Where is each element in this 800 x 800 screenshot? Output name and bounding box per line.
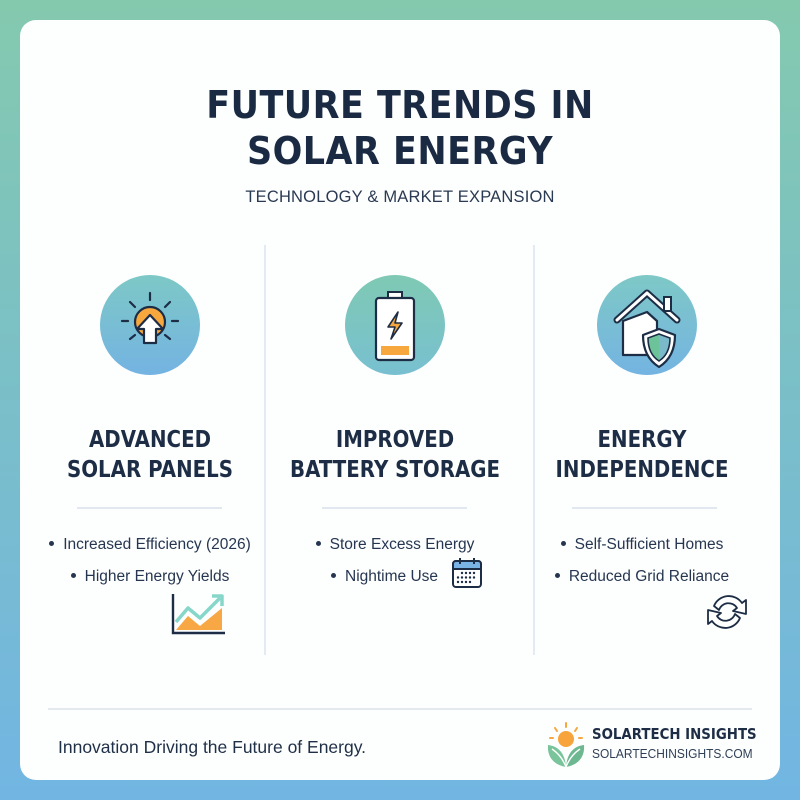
- bullet-text: Increased Efficiency (2026): [63, 536, 251, 553]
- trend-heading: ENERGY INDEPENDENCE: [535, 425, 750, 485]
- bullet-text: Higher Energy Yields: [84, 568, 230, 585]
- trend-bullet-list: Increased Efficiency (2026) Higher Energ…: [25, 529, 275, 593]
- bullet-item: Reduced Grid Reliance: [517, 561, 767, 593]
- trend-bullet-list: Store Excess Energy Nightime Use: [270, 529, 520, 593]
- bullet-item: Higher Energy Yields: [25, 561, 275, 593]
- brand-block: SOLARTECH INSIGHTS SOLARTECHINSIGHTS.COM: [544, 721, 774, 769]
- bullet-item: Nightime Use: [270, 561, 520, 593]
- battery-charging-icon: [345, 275, 445, 375]
- page-subtitle: TECHNOLOGY & MARKET EXPANSION: [245, 188, 555, 206]
- bullet-dot-icon: [554, 572, 560, 578]
- column-divider: [264, 245, 266, 655]
- bullet-item: Store Excess Energy: [270, 529, 520, 561]
- bullet-text: Nightime Use: [345, 568, 439, 585]
- heading-rule: [77, 507, 222, 509]
- brand-url[interactable]: SOLARTECHINSIGHTS.COM: [592, 746, 753, 761]
- trend-bullet-list: Self-Sufficient Homes Reduced Grid Relia…: [517, 529, 767, 593]
- title-line-2: SOLAR ENERGY: [246, 129, 554, 173]
- growth-chart-icon: [170, 590, 228, 636]
- heading-line-2: SOLAR PANELS: [66, 457, 234, 483]
- heading-rule: [572, 507, 717, 509]
- bullet-item: Increased Efficiency (2026): [25, 529, 275, 561]
- bullet-item: Self-Sufficient Homes: [517, 529, 767, 561]
- column-divider: [533, 245, 535, 655]
- brand-name: SOLARTECH INSIGHTS: [592, 725, 757, 743]
- house-shield-icon: [597, 275, 697, 375]
- refresh-cycle-icon: [702, 589, 752, 635]
- heading-line-1: ENERGY: [597, 427, 687, 453]
- trend-column-battery-storage: IMPROVED BATTERY STORAGE Store Excess En…: [270, 245, 520, 665]
- trend-column-energy-independence: ENERGY INDEPENDENCE Self-Sufficient Home…: [535, 245, 785, 665]
- bullet-text: Reduced Grid Reliance: [568, 568, 730, 585]
- heading-line-1: ADVANCED: [88, 427, 212, 453]
- page-title: FUTURE TRENDS IN SOLAR ENERGY: [50, 82, 749, 174]
- heading-line-2: INDEPENDENCE: [555, 457, 729, 483]
- title-line-1: FUTURE TRENDS IN: [206, 83, 594, 127]
- bullet-dot-icon: [49, 540, 55, 546]
- heading-line-1: IMPROVED: [335, 427, 455, 453]
- infographic-card: FUTURE TRENDS IN SOLAR ENERGY TECHNOLOGY…: [20, 20, 780, 780]
- trend-heading: IMPROVED BATTERY STORAGE: [288, 425, 503, 485]
- bullet-dot-icon: [331, 572, 336, 578]
- heading-line-2: BATTERY STORAGE: [289, 457, 501, 483]
- bullet-dot-icon: [70, 572, 76, 578]
- bullet-dot-icon: [560, 540, 566, 546]
- heading-rule: [322, 507, 467, 509]
- footer-divider: [48, 708, 752, 710]
- bullet-text: Store Excess Energy: [329, 536, 475, 553]
- footer-tagline: Innovation Driving the Future of Energy.: [58, 737, 367, 757]
- sun-arrow-up-icon: [100, 275, 200, 375]
- trend-column-solar-panels: ADVANCED SOLAR PANELS Increased Efficien…: [25, 245, 275, 665]
- bullet-text: Self-Sufficient Homes: [574, 536, 724, 553]
- calendar-icon: [450, 556, 484, 590]
- bullet-dot-icon: [315, 540, 321, 546]
- sun-sprout-logo-icon: [544, 721, 588, 774]
- trend-heading: ADVANCED SOLAR PANELS: [43, 425, 258, 485]
